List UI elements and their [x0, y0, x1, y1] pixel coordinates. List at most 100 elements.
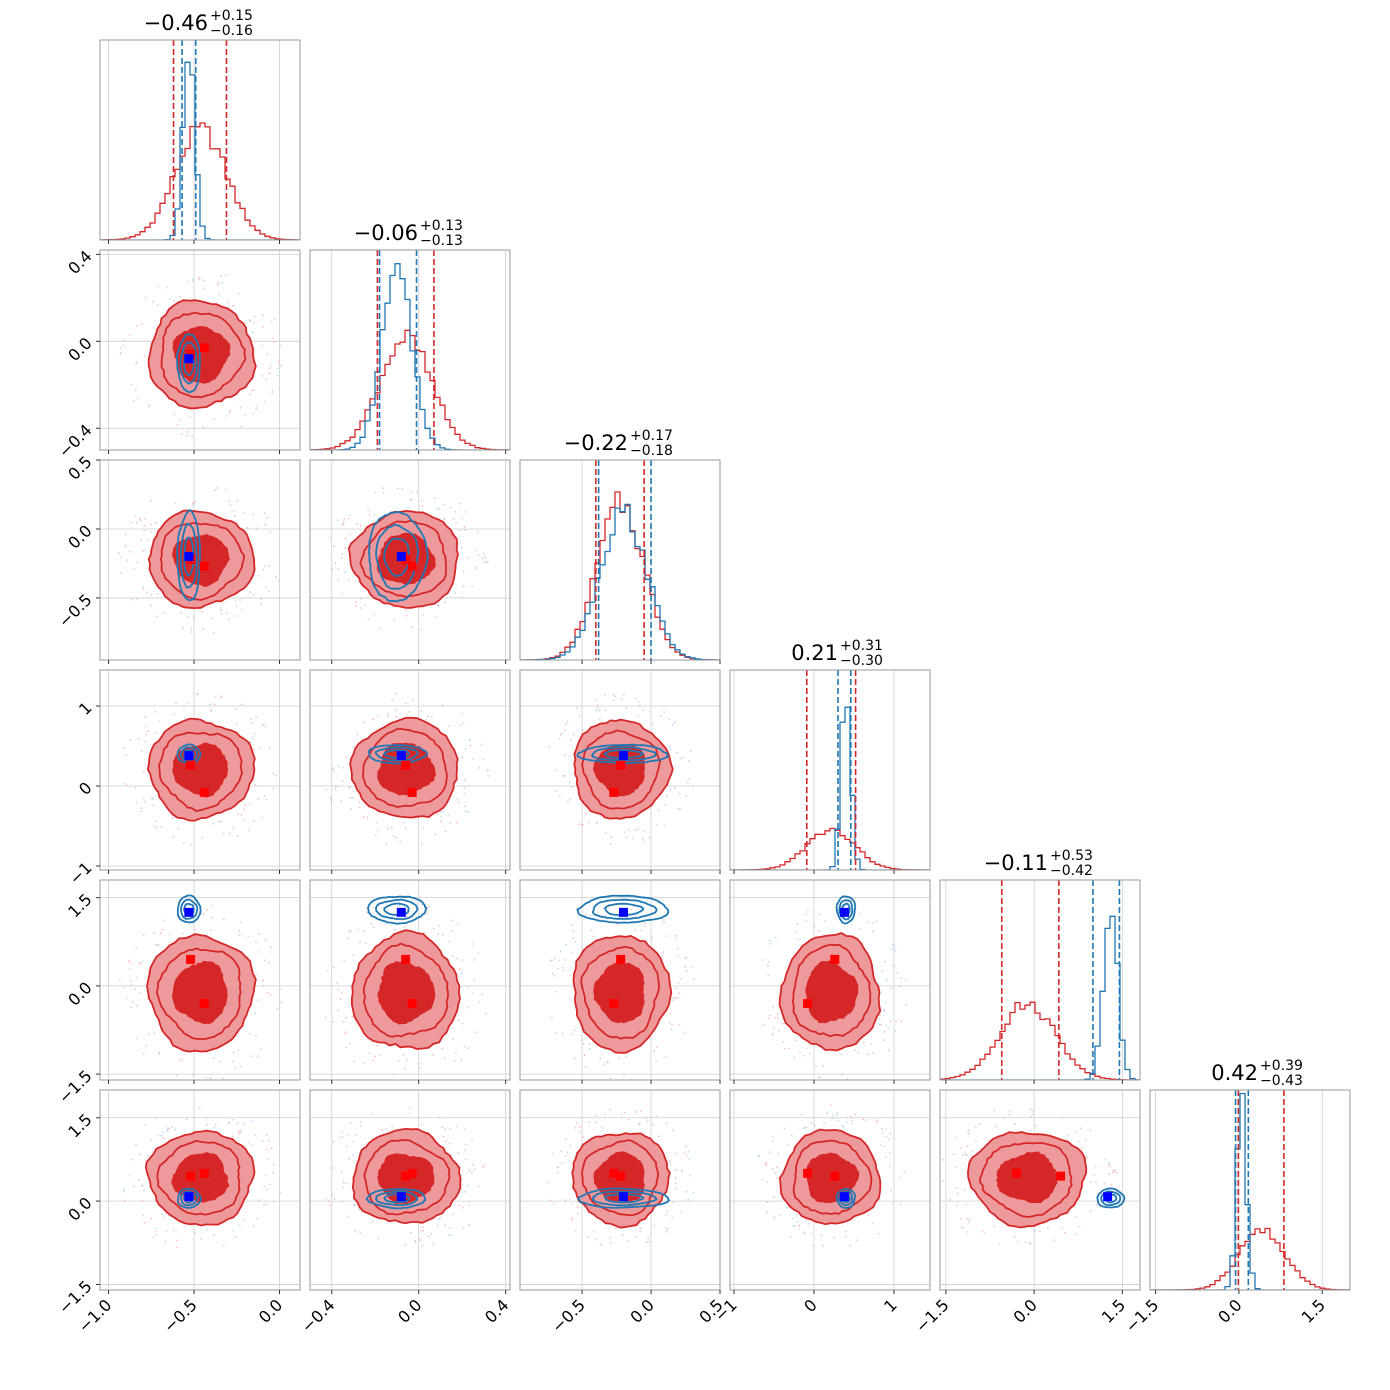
sample-point	[136, 521, 138, 524]
sample-point	[134, 514, 137, 517]
sample-point	[251, 736, 254, 739]
sample-point	[1114, 1169, 1116, 1172]
sample-point	[481, 557, 484, 560]
sample-point	[588, 1048, 591, 1051]
sample-point	[143, 529, 146, 532]
sample-point	[421, 827, 424, 830]
sample-point	[661, 953, 663, 956]
sample-point	[370, 922, 373, 925]
sample-point	[419, 1239, 422, 1241]
sample-point	[264, 938, 267, 941]
sample-point	[966, 1217, 969, 1220]
sample-point	[899, 985, 902, 988]
sample-point	[455, 1052, 457, 1054]
sample-point	[271, 389, 274, 392]
sample-point	[596, 821, 598, 824]
sample-point	[135, 324, 138, 327]
sample-point	[261, 817, 264, 819]
sample-point	[561, 966, 563, 969]
sample-point	[359, 1231, 362, 1234]
sample-point	[892, 965, 895, 967]
blue-contour	[176, 1187, 202, 1209]
sample-point	[837, 1119, 840, 1122]
sample-point	[275, 576, 278, 579]
panel-content	[520, 880, 720, 1080]
sample-point	[438, 924, 441, 927]
sample-point	[220, 275, 223, 277]
x-tick-label: −0.5	[160, 1295, 201, 1336]
sample-point	[569, 1144, 572, 1147]
truth-marker-red	[1011, 1168, 1021, 1178]
sample-point	[672, 1201, 674, 1204]
sample-point	[269, 1184, 271, 1186]
sample-point	[682, 756, 684, 759]
sample-point	[758, 1155, 760, 1158]
sample-point	[228, 832, 231, 835]
sample-point	[993, 1109, 996, 1112]
sample-point	[329, 1204, 332, 1207]
sample-point	[128, 334, 131, 336]
sample-point	[210, 904, 213, 907]
sample-point	[678, 992, 681, 995]
sample-point	[152, 804, 155, 807]
sample-point	[137, 397, 139, 400]
sample-point	[374, 834, 377, 837]
sample-point	[450, 1234, 453, 1237]
sample-point	[680, 1210, 683, 1213]
sample-point	[393, 619, 395, 622]
sample-point	[236, 1122, 239, 1125]
panel-frame	[309, 1089, 511, 1291]
sample-point	[665, 1227, 668, 1229]
panel-title-lower-error: −0.42	[1050, 863, 1093, 879]
sample-point	[136, 561, 139, 564]
scatter-panel-5-1: −1.5 0.0 1.5	[55, 879, 301, 1107]
sample-point	[265, 378, 268, 381]
sample-point	[461, 756, 464, 759]
sample-point	[382, 491, 385, 494]
sample-point	[444, 1224, 447, 1227]
sample-point	[258, 1199, 260, 1201]
blue-contour	[176, 509, 201, 602]
sample-point	[863, 1042, 865, 1044]
sample-point	[359, 524, 362, 527]
sample-point	[384, 923, 387, 925]
sample-point	[276, 374, 279, 377]
sample-point	[802, 1127, 805, 1130]
panel-frame	[519, 459, 721, 661]
sample-point	[179, 419, 182, 421]
sample-point	[210, 929, 212, 931]
sample-point	[416, 491, 419, 493]
sample-point	[578, 715, 581, 717]
sample-point	[589, 915, 592, 917]
sample-point	[382, 487, 385, 490]
sample-point	[441, 1126, 444, 1128]
sample-point	[995, 1125, 998, 1128]
sample-point	[441, 704, 444, 707]
sample-point	[255, 974, 257, 976]
sample-point	[224, 489, 227, 491]
sample-point	[842, 1126, 845, 1128]
sample-point	[549, 1199, 552, 1202]
truth-marker-red	[407, 999, 417, 1009]
panel-title-value: −0.22	[564, 431, 628, 455]
sample-point	[123, 782, 126, 785]
truth-marker-blue	[396, 751, 406, 761]
sample-point	[346, 1133, 349, 1136]
sample-point	[157, 593, 159, 596]
sample-point	[262, 1140, 264, 1143]
sample-point	[887, 1027, 890, 1030]
sample-point	[212, 1057, 215, 1059]
sample-point	[767, 964, 769, 967]
sample-point	[550, 959, 552, 962]
sample-point	[232, 1229, 235, 1232]
sample-point	[262, 314, 265, 317]
sample-point	[634, 697, 637, 700]
sample-point	[1115, 1171, 1118, 1174]
sample-point	[192, 504, 195, 507]
sample-point	[1104, 1158, 1107, 1161]
sample-point	[461, 1022, 464, 1025]
sample-point	[637, 714, 640, 717]
sample-point	[156, 943, 159, 946]
sample-point	[965, 1154, 968, 1156]
